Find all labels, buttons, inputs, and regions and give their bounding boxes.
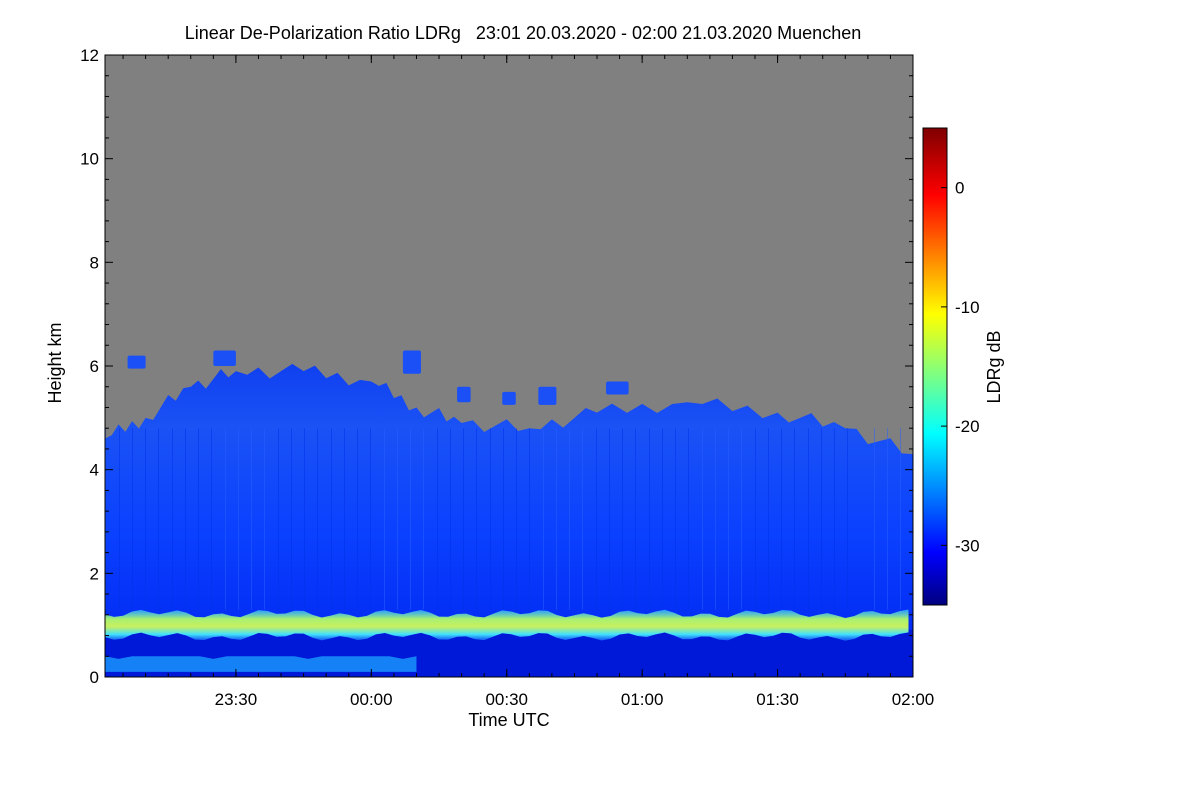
streak	[755, 428, 756, 610]
chart-title: Linear De-Polarization Ratio LDRg 23:01 …	[185, 23, 861, 43]
streak	[662, 428, 663, 610]
streak	[251, 428, 252, 610]
streak	[794, 428, 795, 610]
streak	[834, 428, 835, 610]
streak	[331, 428, 332, 610]
streak	[158, 428, 159, 610]
streak	[264, 428, 265, 610]
y-tick-label: 8	[90, 253, 99, 272]
colorbar: 0 -10 -20 -30 LDRg dB	[922, 127, 1004, 606]
streak	[529, 428, 530, 610]
streak	[728, 428, 729, 610]
colorbar-tick-label: 0	[955, 179, 964, 198]
streak	[503, 428, 504, 610]
cloud-patches	[127, 350, 629, 405]
colorbar-tick-label: -30	[955, 536, 980, 555]
streak	[437, 428, 438, 610]
streak	[278, 428, 279, 610]
streak	[185, 428, 186, 610]
streak	[370, 428, 371, 610]
streak	[397, 428, 398, 610]
boundary-layer-band	[105, 609, 909, 641]
cloud-patch	[127, 355, 146, 369]
cloud-patch	[213, 350, 236, 366]
cloud-patch	[606, 381, 629, 395]
colorbar-label: LDRg dB	[984, 330, 1004, 403]
streak	[463, 428, 464, 610]
streak	[423, 428, 424, 610]
streak	[238, 428, 239, 610]
streak	[119, 428, 120, 610]
vertical-streaks	[105, 428, 901, 610]
x-tick-label: 01:00	[621, 690, 664, 709]
streak	[569, 428, 570, 610]
colorbar-tick-label: -20	[955, 417, 980, 436]
streak	[304, 428, 305, 610]
streak	[635, 428, 636, 610]
streak	[516, 428, 517, 610]
streak	[582, 428, 583, 610]
x-tick-label: 01:30	[756, 690, 799, 709]
y-tick-label: 2	[90, 564, 99, 583]
streak	[344, 428, 345, 610]
cloud-patch	[402, 350, 421, 374]
streak	[384, 428, 385, 610]
x-tick-label: 23:30	[215, 690, 258, 709]
colorbar-gradient	[922, 127, 948, 606]
x-tick-label: 00:30	[485, 690, 528, 709]
x-tick-label: 02:00	[892, 690, 935, 709]
streak	[198, 428, 199, 610]
streak	[556, 428, 557, 610]
streak	[821, 428, 822, 610]
streak	[543, 428, 544, 610]
y-axis: 0 2 4 6 8 10 12 Height km	[45, 46, 913, 687]
streak	[768, 428, 769, 610]
streak	[225, 428, 226, 610]
streak	[715, 428, 716, 610]
x-axis: 23:30 00:00 00:30 01:00 01:30 02:00 Time UTC	[122, 55, 935, 730]
y-axis-label: Height km	[45, 322, 65, 403]
streak	[609, 428, 610, 610]
streak	[622, 428, 623, 610]
streak	[357, 428, 358, 610]
streak	[450, 428, 451, 610]
streak	[781, 428, 782, 610]
streak	[688, 428, 689, 610]
y-tick-label: 4	[90, 461, 99, 480]
streak	[741, 428, 742, 610]
y-tick-label: 6	[90, 357, 99, 376]
streak	[490, 428, 491, 610]
streak	[172, 428, 173, 610]
cloud-patch	[538, 386, 557, 405]
streak	[874, 428, 875, 610]
streak	[847, 428, 848, 610]
colorbar-tick-label: -10	[955, 298, 980, 317]
y-tick-label: 12	[80, 46, 99, 65]
x-axis-label: Time UTC	[468, 710, 549, 730]
streak	[900, 428, 901, 610]
streak	[649, 428, 650, 610]
streak	[211, 428, 212, 610]
cloud-patch	[502, 391, 516, 405]
streak	[291, 428, 292, 610]
y-tick-label: 10	[80, 150, 99, 169]
streak	[317, 428, 318, 610]
cloud-patch	[457, 386, 471, 403]
streak	[596, 428, 597, 610]
streak	[476, 428, 477, 610]
cirrus-cloud-layer	[105, 363, 913, 677]
x-tick-label: 00:00	[350, 690, 393, 709]
streak	[410, 428, 411, 610]
streak	[132, 428, 133, 610]
near-surface-layer	[105, 656, 417, 672]
streak	[145, 428, 146, 610]
streak	[675, 428, 676, 610]
streak	[702, 428, 703, 610]
streak	[887, 428, 888, 610]
y-tick-label: 0	[90, 668, 99, 687]
streak	[808, 428, 809, 610]
